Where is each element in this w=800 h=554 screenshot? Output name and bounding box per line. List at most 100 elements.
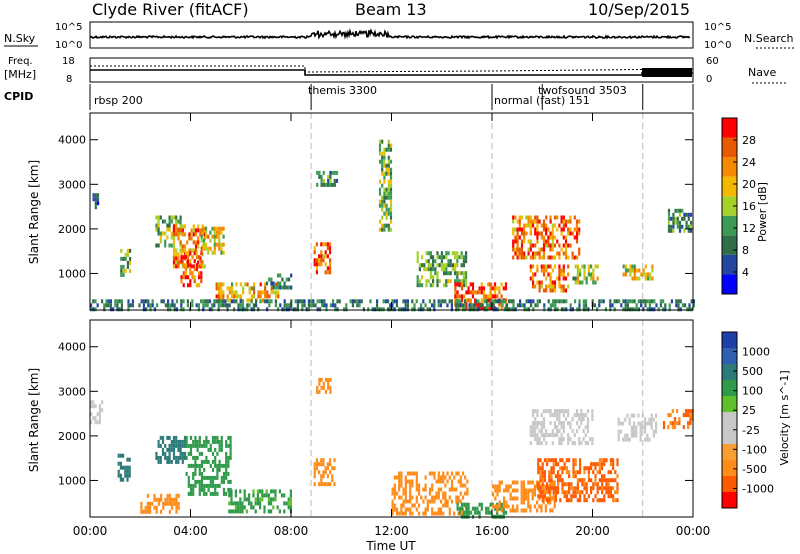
- data-cell: [120, 303, 123, 308]
- data-cell: [581, 264, 584, 269]
- data-cell: [181, 455, 184, 460]
- data-cell: [201, 228, 204, 233]
- x-tick-label: 12:00: [374, 524, 409, 538]
- data-cell: [579, 498, 582, 503]
- colorbar-tick: 20: [742, 178, 756, 191]
- data-cell: [192, 439, 195, 444]
- data-cell: [381, 183, 384, 188]
- data-cell: [582, 307, 585, 312]
- data-cell: [120, 299, 123, 304]
- data-cell: [234, 509, 237, 514]
- data-cell: [511, 480, 514, 485]
- data-cell: [549, 255, 552, 260]
- data-cell: [436, 263, 439, 268]
- data-cell: [227, 435, 230, 440]
- data-cell: [322, 254, 325, 259]
- data-cell: [527, 496, 530, 501]
- data-cell: [422, 487, 425, 492]
- data-cell: [558, 255, 561, 260]
- data-cell: [389, 143, 393, 148]
- data-cell: [122, 268, 125, 273]
- data-cell: [211, 226, 214, 231]
- data-cell: [177, 264, 180, 269]
- data-cell: [207, 483, 210, 488]
- data-cell: [465, 302, 468, 307]
- data-cell: [332, 303, 335, 308]
- data-cell: [432, 279, 435, 284]
- data-cell: [220, 246, 223, 251]
- data-cell: [542, 272, 546, 277]
- data-cell: [173, 307, 176, 312]
- data-cell: [472, 307, 475, 312]
- data-cell: [189, 487, 193, 492]
- data-cell: [345, 303, 348, 308]
- data-cell: [215, 230, 219, 235]
- data-cell: [270, 501, 273, 506]
- data-cell: [383, 179, 386, 184]
- data-cell: [675, 303, 678, 308]
- data-cell: [318, 299, 321, 304]
- data-cell: [324, 182, 328, 187]
- data-cell: [601, 498, 604, 503]
- data-cell: [539, 478, 542, 483]
- data-cell: [170, 459, 173, 464]
- data-cell: [151, 303, 154, 308]
- data-cell: [393, 307, 396, 312]
- data-cell: [181, 232, 184, 237]
- data-cell: [219, 303, 222, 308]
- data-cell: [181, 443, 184, 448]
- data-cell: [166, 493, 169, 498]
- data-cell: [177, 439, 180, 444]
- data-cell: [559, 458, 562, 463]
- data-cell: [320, 242, 323, 247]
- data-cell: [445, 267, 448, 272]
- data-cell: [159, 435, 162, 440]
- data-cell: [567, 227, 570, 232]
- data-cell: [189, 279, 192, 284]
- data-cell: [536, 264, 539, 269]
- data-cell: [94, 307, 97, 312]
- data-cell: [177, 505, 180, 510]
- data-cell: [398, 475, 401, 480]
- data-cell: [170, 443, 173, 448]
- data-cell: [670, 224, 673, 229]
- data-cell: [485, 294, 488, 299]
- data-cell: [553, 288, 557, 293]
- data-cell: [172, 451, 176, 456]
- data-cell: [568, 490, 571, 495]
- data-cell: [569, 307, 572, 312]
- data-cell: [574, 462, 577, 467]
- data-cell: [504, 282, 508, 287]
- data-cell: [413, 471, 416, 476]
- data-cell: [497, 307, 500, 312]
- data-cell: [126, 248, 129, 253]
- data-cell: [192, 487, 195, 492]
- data-cell: [153, 493, 156, 498]
- data-cell: [607, 490, 610, 495]
- data-cell: [161, 435, 165, 440]
- data-cell: [591, 299, 594, 304]
- data-cell: [409, 471, 412, 476]
- data-cell: [464, 475, 467, 480]
- data-cell: [385, 187, 388, 192]
- data-cell: [442, 471, 445, 476]
- data-cell: [572, 462, 575, 467]
- data-cell: [187, 255, 190, 260]
- data-cell: [487, 510, 490, 515]
- data-cell: [538, 280, 541, 285]
- data-cell: [546, 458, 549, 463]
- data-cell: [554, 303, 557, 308]
- nave-tick-top: 60: [706, 56, 719, 67]
- data-cell: [465, 506, 468, 511]
- colorbar-tick: -500: [742, 463, 767, 476]
- data-cell: [196, 455, 199, 460]
- data-cell: [425, 251, 428, 256]
- data-cell: [560, 421, 563, 426]
- data-cell: [670, 216, 673, 221]
- data-cell: [146, 501, 149, 506]
- data-cell: [476, 510, 479, 515]
- data-cell: [406, 499, 410, 504]
- data-cell: [575, 255, 579, 260]
- data-cell: [626, 303, 629, 308]
